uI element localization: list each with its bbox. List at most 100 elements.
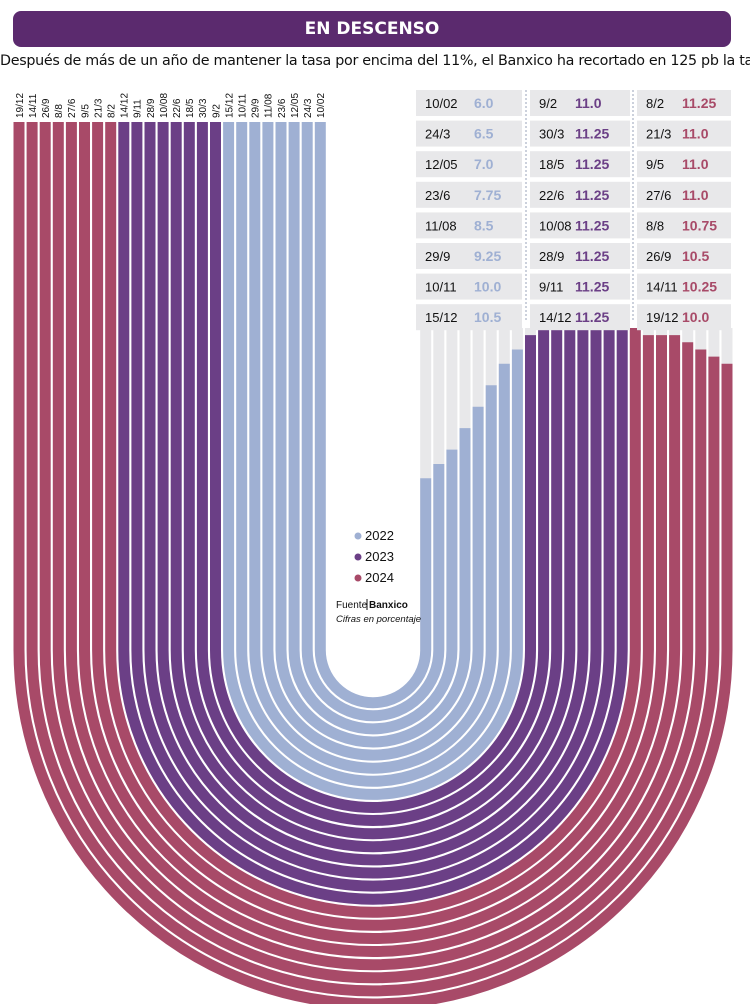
table-value: 10.0 [474, 279, 501, 295]
table-date: 14/12 [539, 310, 572, 325]
table-cell-bg [416, 273, 522, 300]
table-cell-bg [416, 120, 522, 147]
table-date: 18/5 [539, 157, 564, 172]
date-label: 22/6 [172, 98, 183, 118]
date-label: 14/11 [28, 93, 39, 118]
table-cell-bg [530, 304, 630, 331]
chart-title: EN DESCENSO [304, 19, 440, 39]
table-cell-bg [637, 151, 731, 178]
bar-2022-15-12 [223, 122, 523, 800]
bar-2023-14-12 [118, 122, 628, 905]
table-value: 7.0 [474, 156, 494, 172]
table-cell-bg [530, 90, 630, 116]
bar-2024-21-3 [92, 122, 654, 931]
date-label: 9/2 [211, 104, 222, 118]
date-label: 27/6 [67, 98, 78, 118]
table-date: 8/2 [646, 96, 664, 111]
table-date: 11/08 [425, 218, 457, 233]
date-label: 28/9 [146, 98, 157, 118]
table-value: 11.25 [575, 156, 609, 172]
date-label: 19/12 [15, 93, 26, 118]
table-date: 24/3 [425, 127, 450, 142]
table-value: 11.0 [575, 95, 602, 111]
bar-2022-24-3 [301, 122, 445, 722]
source-prefix: Fuente [336, 600, 368, 611]
table-cell-bg [637, 212, 731, 239]
table-cell-bg [416, 243, 522, 269]
table-date: 10/08 [539, 218, 572, 233]
table-date: 9/5 [646, 157, 664, 172]
table-date: 29/9 [425, 249, 450, 264]
date-label: 8/2 [107, 104, 118, 118]
table-value: 7.75 [474, 187, 501, 203]
table-value: 10.5 [474, 309, 501, 325]
table-cell-bg [416, 90, 522, 116]
table-value: 8.5 [474, 217, 494, 233]
table-value: 11.0 [682, 156, 709, 172]
date-label: 12/05 [290, 93, 301, 118]
table-date: 21/3 [646, 127, 671, 142]
table-value: 6.0 [474, 95, 494, 111]
date-label: 11/08 [264, 93, 275, 118]
date-label: 26/9 [41, 98, 52, 118]
legend-dot [354, 532, 362, 540]
bar-2024-8-8 [52, 122, 694, 971]
bar-2023-30-3 [196, 122, 550, 827]
bar-2023-22-6 [170, 122, 576, 853]
table-value: 6.5 [474, 126, 494, 142]
table-date: 10/11 [425, 280, 457, 295]
bar-2022-10-11 [236, 122, 510, 787]
bar-2022-10-02 [314, 122, 432, 709]
legend-label: 2024 [365, 570, 394, 585]
table-date: 9/11 [539, 280, 563, 295]
table-date: 10/02 [425, 96, 458, 111]
date-label: 9/5 [80, 104, 91, 118]
table-date: 30/3 [539, 127, 564, 142]
table-date: 23/6 [425, 188, 450, 203]
table-cell-bg [416, 212, 522, 239]
table-date: 28/9 [539, 249, 564, 264]
source-name: Banxico [369, 600, 408, 611]
title-banner: EN DESCENSO [13, 11, 731, 47]
table-value: 11.25 [575, 248, 609, 264]
table-cell-bg [416, 151, 522, 178]
table-value: 10.5 [682, 248, 709, 264]
bar-2023-9-2 [210, 122, 536, 813]
bar-2022-12-05 [288, 122, 458, 735]
table-value: 11.0 [682, 126, 709, 142]
table-value: 11.25 [575, 217, 609, 233]
bar-2022-11-08 [262, 122, 484, 761]
table-date: 15/12 [425, 310, 458, 325]
legend-dot [354, 553, 362, 561]
table-value: 11.25 [575, 309, 609, 325]
date-label: 29/9 [251, 98, 262, 118]
bar-2024-14-11 [26, 122, 720, 997]
table-cell-bg [530, 120, 630, 147]
bar-2022-29-9 [249, 122, 497, 774]
table-date: 8/8 [646, 218, 664, 233]
table-date: 27/6 [646, 188, 671, 203]
table-cell-bg [637, 120, 731, 147]
table-cell-bg [637, 90, 731, 116]
table-cell-bg [416, 181, 522, 208]
date-label: 10/08 [159, 93, 170, 118]
table-value: 11.25 [575, 187, 609, 203]
date-label: 14/12 [120, 93, 131, 118]
date-label: 15/12 [224, 93, 235, 118]
table-date: 14/11 [646, 280, 678, 295]
chart-subtitle: Después de más de un año de mantener la … [0, 53, 750, 69]
date-label: 30/3 [198, 98, 209, 118]
table-cell-bg [637, 273, 731, 300]
table-cell-bg [530, 212, 630, 239]
table-value: 11.0 [682, 187, 709, 203]
table-cell-bg [416, 304, 522, 331]
date-label: 8/8 [54, 104, 65, 118]
table-cell-bg [530, 273, 630, 300]
legend-label: 2022 [365, 528, 394, 543]
bar-2022-23-6 [275, 122, 471, 748]
legend-label: 2023 [365, 549, 394, 564]
bar-2023-28-9 [144, 122, 602, 879]
table-date: 26/9 [646, 249, 671, 264]
table-value: 10.0 [682, 309, 709, 325]
table-cell-bg [530, 151, 630, 178]
